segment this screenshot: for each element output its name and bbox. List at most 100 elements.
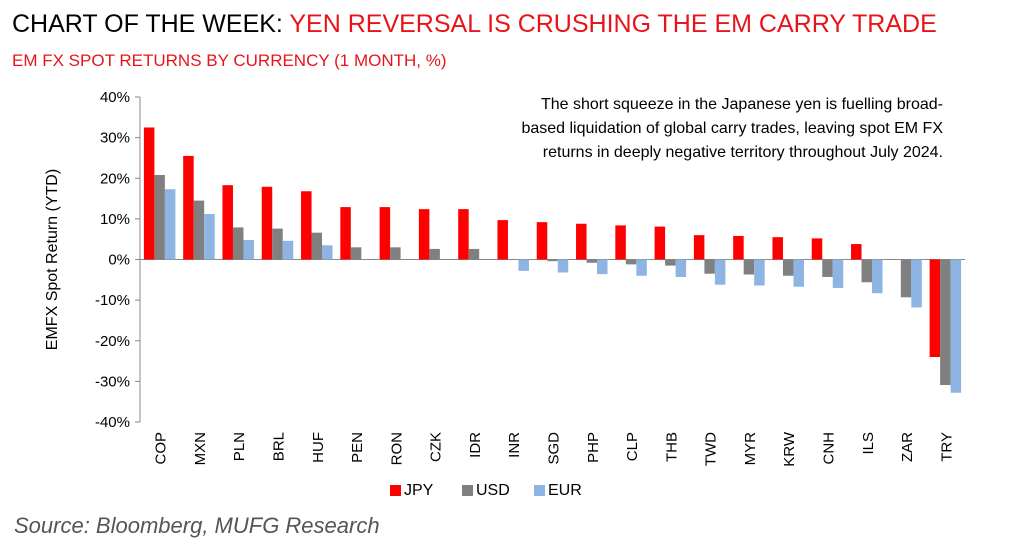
bar-jpy-czk: [418, 209, 430, 260]
y-tick-label: -20%: [95, 333, 130, 350]
bar-usd-myr: [743, 259, 755, 275]
y-tick-label: -10%: [95, 292, 130, 309]
bar-jpy-ils: [851, 244, 862, 260]
title-prefix: CHART OF THE WEEK:: [12, 10, 290, 38]
bar-jpy-clp: [615, 225, 626, 260]
bar-usd-twd: [704, 259, 715, 274]
bar-usd-thb: [665, 259, 676, 266]
y-tick-label: 0%: [108, 252, 130, 269]
bar-usd-clp: [625, 259, 637, 265]
legend-label-eur: EUR: [548, 482, 582, 499]
bar-eur-krw: [793, 259, 804, 287]
x-tick-label: THB: [663, 432, 680, 462]
bar-jpy-huf: [301, 191, 312, 260]
x-tick-label: CNH: [821, 432, 838, 465]
x-tick-label: IDR: [467, 432, 484, 458]
x-tick-label: PHP: [585, 432, 602, 463]
bar-jpy-ron: [379, 207, 391, 260]
bar-jpy-try: [929, 259, 941, 357]
bar-jpy-pen: [340, 207, 351, 260]
annotation-line: The short squeeze in the Japanese yen is…: [541, 96, 943, 113]
bar-usd-php: [586, 259, 598, 263]
bar-eur-cop: [164, 189, 176, 260]
bar-eur-ils: [872, 259, 883, 294]
bar-usd-brl: [272, 228, 283, 260]
bar-eur-brl: [282, 240, 294, 260]
title-highlight: YEN REVERSAL IS CRUSHING THE EM CARRY TR…: [289, 10, 937, 38]
source-note: Source: Bloomberg, MUFG Research: [14, 513, 380, 538]
legend-label-usd: USD: [476, 482, 510, 499]
x-tick-label: TWD: [703, 432, 720, 466]
x-tick-label: MXN: [192, 432, 209, 465]
bar-jpy-idr: [458, 209, 469, 260]
bar-jpy-twd: [693, 235, 705, 260]
bar-jpy-cop: [143, 127, 155, 260]
y-tick-label: 40%: [100, 89, 130, 106]
bar-jpy-brl: [261, 186, 273, 260]
x-tick-label: INR: [506, 432, 523, 458]
bar-eur-cnh: [832, 259, 844, 288]
bar-usd-cop: [154, 175, 165, 260]
bar-eur-twd: [714, 259, 726, 285]
x-tick-label: KRW: [781, 431, 798, 467]
legend-swatch-eur: [534, 485, 545, 496]
annotation-line: returns in deeply negative territory thr…: [543, 144, 943, 161]
bar-jpy-sgd: [536, 222, 548, 260]
bar-jpy-myr: [733, 235, 744, 260]
bar-eur-zar: [911, 259, 922, 308]
x-tick-label: TRY: [938, 432, 955, 462]
bar-jpy-cnh: [811, 238, 823, 260]
bar-usd-ils: [861, 259, 873, 283]
annotation-line: based liquidation of global carry trades…: [521, 120, 943, 137]
x-tick-label: HUF: [310, 432, 327, 463]
bar-eur-clp: [636, 259, 647, 276]
chart-subtitle: EM FX SPOT RETURNS BY CURRENCY (1 MONTH,…: [12, 51, 447, 70]
x-tick-label: PEN: [349, 432, 366, 463]
x-tick-label: COP: [153, 432, 170, 465]
x-tick-label: BRL: [271, 432, 288, 461]
chart-title: CHART OF THE WEEK: YEN REVERSAL IS CRUSH…: [12, 10, 937, 39]
bar-usd-pln: [232, 227, 244, 260]
bar-eur-php: [597, 259, 608, 275]
bar-usd-czk: [429, 248, 440, 260]
bar-eur-try: [950, 259, 962, 393]
y-tick-label: -40%: [95, 414, 130, 431]
x-tick-label: SGD: [546, 432, 563, 465]
bar-usd-zar: [900, 259, 912, 298]
legend-swatch-usd: [462, 485, 473, 496]
bar-jpy-php: [576, 223, 587, 260]
bar-usd-huf: [311, 232, 323, 260]
legend-swatch-jpy: [390, 485, 401, 496]
bar-jpy-mxn: [183, 155, 194, 260]
y-tick-label: 30%: [100, 130, 130, 147]
bar-eur-myr: [754, 259, 765, 286]
x-tick-label: RON: [388, 432, 405, 465]
bar-jpy-krw: [772, 237, 783, 260]
legend-label-jpy: JPY: [404, 482, 434, 499]
bar-usd-idr: [468, 248, 480, 260]
x-tick-label: PLN: [231, 432, 248, 461]
bar-eur-thb: [675, 259, 687, 277]
bar-eur-sgd: [557, 259, 569, 273]
y-tick-label: -30%: [95, 373, 130, 390]
bar-eur-mxn: [204, 214, 215, 260]
x-tick-label: MYR: [742, 432, 759, 466]
bar-jpy-inr: [497, 220, 508, 260]
bar-jpy-thb: [654, 226, 666, 260]
bar-jpy-pln: [222, 185, 233, 260]
bar-usd-mxn: [193, 200, 205, 260]
bar-usd-ron: [390, 247, 401, 260]
y-tick-label: 10%: [100, 211, 130, 228]
bar-usd-try: [940, 259, 951, 386]
x-tick-label: ILS: [860, 432, 877, 455]
x-tick-label: ZAR: [899, 432, 916, 462]
y-tick-label: 20%: [100, 170, 130, 187]
x-tick-label: CZK: [428, 432, 445, 462]
bar-eur-huf: [322, 245, 333, 260]
bar-eur-inr: [518, 259, 529, 271]
bar-usd-krw: [782, 259, 794, 276]
bar-usd-sgd: [547, 259, 558, 262]
bar-eur-pln: [243, 240, 254, 260]
x-tick-label: CLP: [624, 432, 641, 461]
